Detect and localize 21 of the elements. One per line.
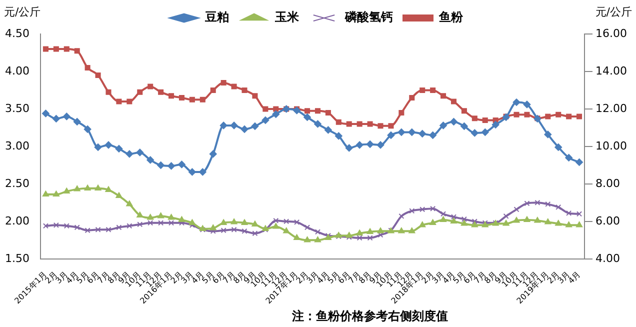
y-tick-label: 4.50 bbox=[4, 26, 30, 40]
y2-axis-title: 元/公斤 bbox=[595, 5, 632, 18]
y2-tick-label: 4.00 bbox=[596, 252, 620, 265]
y2-tick-label: 8.00 bbox=[596, 176, 620, 190]
y2-tick-label: 10.00 bbox=[596, 139, 628, 152]
legend-label: 鱼粉 bbox=[438, 10, 464, 24]
text: 注：鱼粉价格参考右侧刻度值 bbox=[291, 309, 448, 323]
legend-label: 磷酸氢钙 bbox=[344, 10, 393, 24]
y-tick-label: 1.50 bbox=[4, 252, 30, 265]
y2-tick-label: 16.00 bbox=[596, 26, 628, 40]
y2-tick-label: 14.00 bbox=[596, 64, 628, 78]
y-tick-label: 2.50 bbox=[4, 176, 30, 190]
y-axis-title: 元/公斤 bbox=[4, 5, 41, 18]
y2-tick-label: 6.00 bbox=[596, 214, 620, 228]
y-tick-label: 3.00 bbox=[4, 139, 30, 152]
y-tick-label: 4.00 bbox=[4, 64, 30, 78]
legend-label: 豆粕 bbox=[204, 10, 229, 24]
y-tick-label: 3.50 bbox=[4, 102, 30, 115]
y2-tick-label: 12.00 bbox=[596, 102, 628, 115]
legend-label: 玉米 bbox=[274, 10, 300, 24]
y-tick-label: 2.00 bbox=[4, 214, 30, 228]
